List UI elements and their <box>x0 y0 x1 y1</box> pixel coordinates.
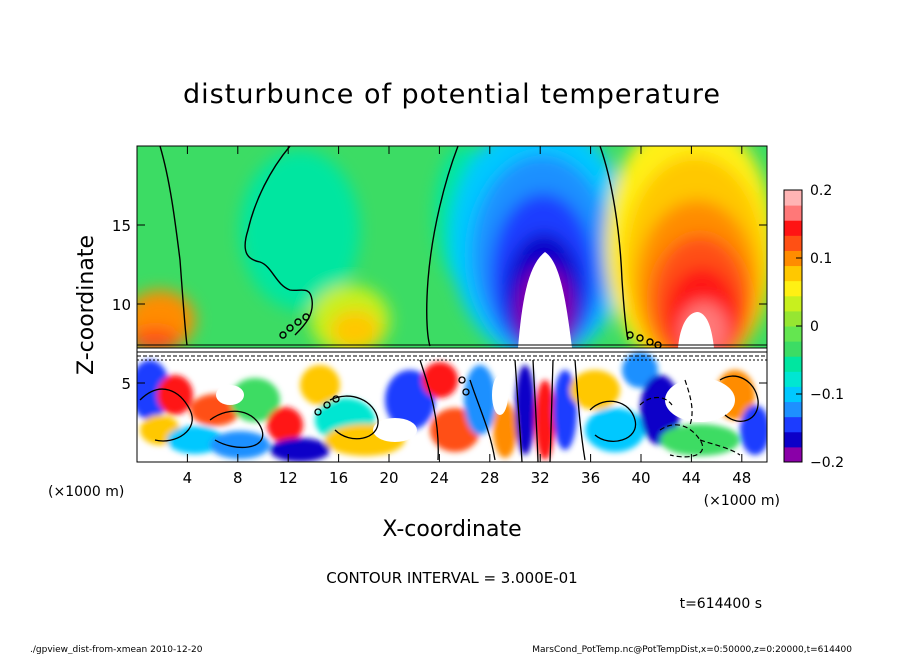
x-tick-label: 48 <box>732 469 751 487</box>
negative-anomaly-core <box>518 252 572 348</box>
colorbar-segment <box>784 220 802 236</box>
colorbar-segment <box>784 295 802 312</box>
colorbar-tick-label: 0.2 <box>810 183 832 199</box>
plot-area <box>137 146 767 462</box>
upper-zero-contours <box>159 146 662 349</box>
colorbar-segment <box>784 265 802 282</box>
colorbar-tick-label: 0.1 <box>810 251 832 267</box>
colorbar-segment <box>784 371 802 387</box>
colorbar-segment <box>784 446 802 463</box>
positive-anomaly-core <box>678 312 714 348</box>
contour-interval-label: CONTOUR INTERVAL = 3.000E-01 <box>326 569 577 587</box>
x-tick-label: 36 <box>581 469 600 487</box>
colorbar-segment <box>784 341 802 357</box>
x-tick-label: 44 <box>682 469 701 487</box>
colorbar-segment <box>784 280 802 297</box>
colorbar-tick-label: −0.2 <box>810 455 844 471</box>
x-axis-ticks: 4 8 12 16 20 24 28 32 36 40 44 48 <box>183 146 751 487</box>
x-tick-label: 4 <box>183 469 193 487</box>
y-tick-label: 5 <box>121 375 131 393</box>
x-tick-label: 28 <box>480 469 499 487</box>
colorbar-segment <box>784 310 802 327</box>
x-tick-label: 32 <box>531 469 550 487</box>
boundary-contour-bands <box>137 344 767 361</box>
lower-dashed-contours <box>639 379 741 458</box>
chart-title: disturbunce of potential temperature <box>183 79 721 110</box>
lower-anomaly-field <box>137 352 767 462</box>
colorbar <box>784 190 802 463</box>
colorbar-segment <box>784 401 802 418</box>
y-tick-label: 15 <box>112 217 131 235</box>
y-tick-label: 10 <box>112 296 131 314</box>
lower-contours <box>139 359 759 462</box>
x-tick-label: 12 <box>279 469 298 487</box>
colorbar-segment <box>784 326 802 342</box>
upper-anomaly-field <box>137 146 767 375</box>
footer-right: MarsCond_PotTemp.nc@PotTempDist,x=0:5000… <box>532 645 852 654</box>
colorbar-tick-label: 0 <box>810 319 819 335</box>
x-tick-label: 20 <box>379 469 398 487</box>
colorbar-segment <box>784 205 802 221</box>
y-axis-label: Z-coordinate <box>74 235 99 375</box>
y-axis-ticks: 5 10 15 <box>112 217 767 393</box>
colorbar-segment <box>784 190 802 206</box>
colorbar-segment <box>784 356 802 372</box>
x-unit-label: (×1000 m) <box>48 484 124 500</box>
time-label: t=614400 s <box>680 596 762 612</box>
x-tick-label: 24 <box>430 469 449 487</box>
colorbar-segment <box>784 431 802 448</box>
colorbar-segment <box>784 235 802 251</box>
z-unit-label: (×1000 m) <box>704 493 780 509</box>
x-tick-label: 40 <box>631 469 650 487</box>
colorbar-tick-label: −0.1 <box>810 387 844 403</box>
colorbar-segment <box>784 416 802 433</box>
footer-left: ./gpview_dist-from-xmean 2010-12-20 <box>30 645 203 654</box>
x-tick-label: 16 <box>329 469 348 487</box>
x-tick-label: 8 <box>233 469 243 487</box>
x-axis-label: X-coordinate <box>382 517 521 542</box>
colorbar-ticks: 0.2 0.1 0 −0.1 −0.2 <box>796 183 844 471</box>
colorbar-segment <box>784 386 802 403</box>
colorbar-segment <box>784 250 802 267</box>
lower-white-patches <box>216 375 735 442</box>
